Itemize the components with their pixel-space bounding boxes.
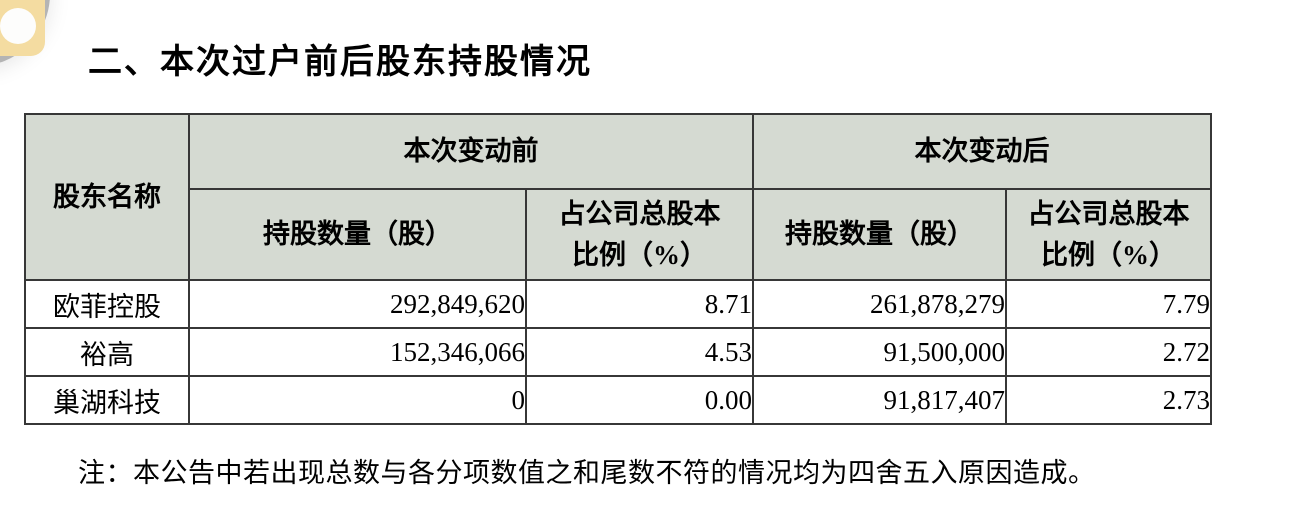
ratio-label-line2: 比例（%） <box>572 239 707 270</box>
table-row: 裕高 152,346,066 4.53 91,500,000 2.72 <box>24 327 1212 377</box>
footnote: 注：本公告中若出现总数与各分项数值之和尾数不符的情况均为四舍五入原因造成。 <box>78 458 1096 488</box>
after-ratio-cell: 2.72 <box>1005 327 1212 377</box>
after-shares-cell: 91,500,000 <box>752 327 1007 377</box>
col-header-ratio-before: 占公司总股本 比例（%） <box>525 188 754 281</box>
corner-logo-hole <box>0 8 36 44</box>
col-header-after-change-group: 本次变动后 <box>752 113 1212 190</box>
shareholder-name-cell: 巢湖科技 <box>24 375 190 425</box>
table-row: 巢湖科技 0 0.00 91,817,407 2.73 <box>24 375 1212 425</box>
shareholder-name-cell: 裕高 <box>24 327 190 377</box>
before-shares-cell: 152,346,066 <box>188 327 527 377</box>
shareholder-name-cell: 欧菲控股 <box>24 279 190 329</box>
ratio-label-line2: 比例（%） <box>1041 239 1176 270</box>
after-ratio-cell: 2.73 <box>1005 375 1212 425</box>
before-ratio-cell: 8.71 <box>525 279 754 329</box>
table-header-group-row: 股东名称 本次变动前 本次变动后 <box>24 113 1212 281</box>
after-shares-cell: 261,878,279 <box>752 279 1007 329</box>
table-row: 欧菲控股 292,849,620 8.71 261,878,279 7.79 <box>24 279 1212 329</box>
before-shares-cell: 292,849,620 <box>188 279 527 329</box>
after-ratio-cell: 7.79 <box>1005 279 1212 329</box>
col-header-shares-before: 持股数量（股） <box>188 188 527 281</box>
table-header-sub-row: 持股数量（股） 占公司总股本 比例（%） 持股数量（股） 占公司总股本 比例（%… <box>25 188 1212 281</box>
col-header-ratio-after: 占公司总股本 比例（%） <box>1005 188 1212 281</box>
shareholding-table: 股东名称 本次变动前 本次变动后 持股数量（股） 占公司总股本 比例（%） 持股… <box>24 113 1212 425</box>
col-header-shares-after: 持股数量（股） <box>752 188 1007 281</box>
corner-logo-badge-icon <box>0 0 45 56</box>
col-header-before-change-group: 本次变动前 <box>188 113 754 190</box>
before-ratio-cell: 4.53 <box>525 327 754 377</box>
before-shares-cell: 0 <box>188 375 527 425</box>
before-ratio-cell: 0.00 <box>525 375 754 425</box>
ratio-label-line1: 占公司总股本 <box>558 199 721 229</box>
section-title: 二、本次过户前后股东持股情况 <box>88 44 592 81</box>
after-shares-cell: 91,817,407 <box>752 375 1007 425</box>
col-header-shareholder-name: 股东名称 <box>24 113 190 281</box>
ratio-label-line1: 占公司总股本 <box>1027 199 1190 229</box>
